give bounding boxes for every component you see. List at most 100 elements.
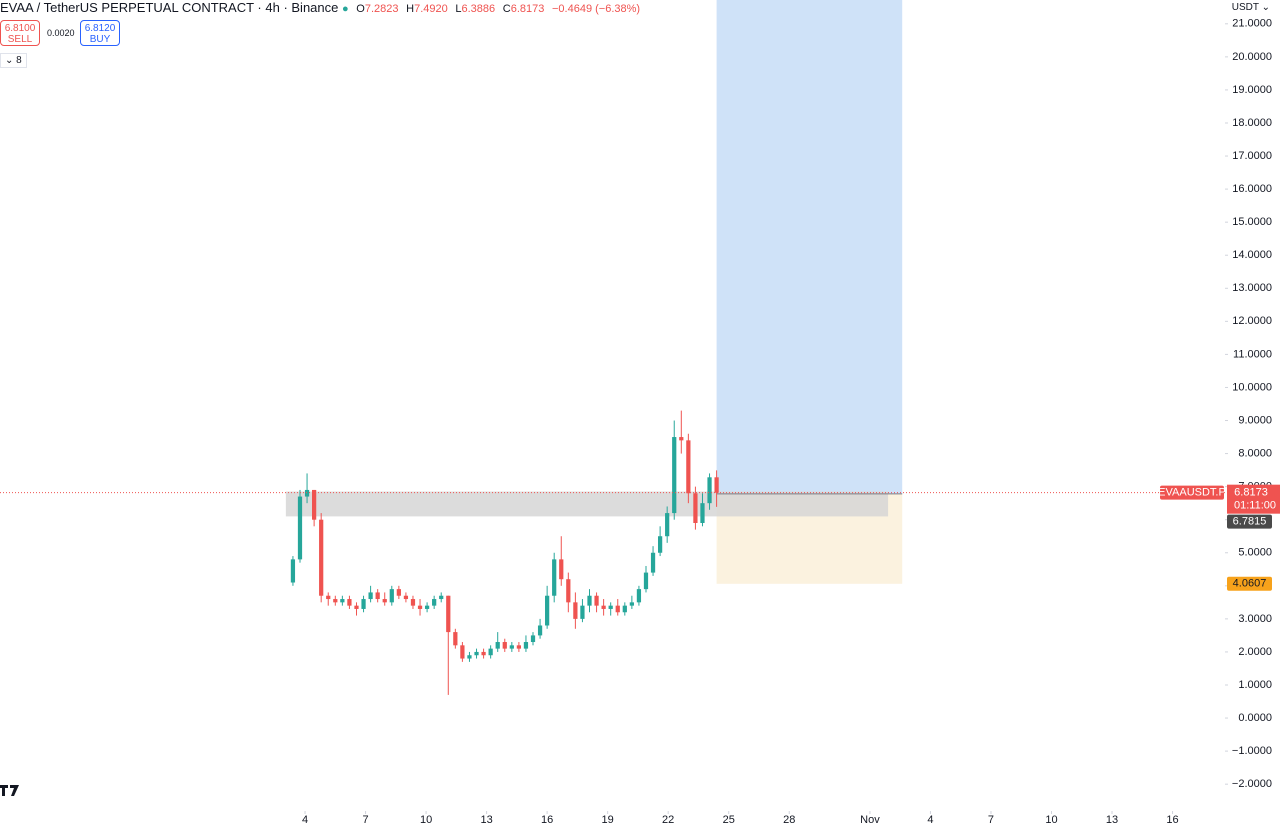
y-tick-label: 19.0000: [1232, 84, 1272, 96]
last-price-tag: 6.8173: [1234, 487, 1268, 499]
y-tick-label: 18.0000: [1232, 117, 1272, 129]
candle-body: [481, 651, 486, 656]
header: EVAA / TetherUS PERPETUAL CONTRACT · 4h …: [0, 0, 641, 15]
candle-body: [615, 605, 620, 613]
candle-body: [679, 437, 684, 441]
candle-body: [396, 589, 401, 596]
candle-body: [693, 493, 698, 524]
candle-body: [460, 645, 465, 659]
ohlc-label: O: [356, 3, 365, 15]
candle-body: [707, 477, 712, 504]
sell-button[interactable]: 6.8100 SELL: [0, 20, 40, 46]
candle-body: [523, 642, 529, 649]
candle-body: [552, 559, 557, 596]
y-tick-label: 8.0000: [1238, 447, 1272, 459]
candle-body: [601, 605, 606, 609]
sell-price: 6.8100: [4, 23, 36, 34]
indicator-toggle[interactable]: ⌄ 8: [0, 53, 27, 68]
candle-body: [665, 513, 670, 537]
candle-body: [545, 595, 550, 626]
x-tick-label: 19: [602, 814, 614, 826]
candle-body: [495, 642, 500, 649]
candle-body: [382, 599, 387, 603]
logo-mark: [0, 785, 19, 796]
candle-body: [580, 605, 585, 619]
x-tick-label: 16: [541, 814, 553, 826]
sell-label: SELL: [7, 34, 33, 45]
y-tick-label: −1.0000: [1232, 745, 1272, 757]
candle-body: [297, 496, 303, 560]
y-tick-label: 14.0000: [1232, 249, 1272, 261]
y-tick-label: 16.0000: [1232, 183, 1272, 195]
candle-body: [326, 595, 331, 600]
candle-body: [311, 489, 317, 520]
position-profit: [716, 0, 903, 494]
currency-select[interactable]: USDT ⌄: [1231, 2, 1270, 13]
y-tick-label: 3.0000: [1238, 613, 1272, 625]
x-tick-label: 22: [662, 814, 674, 826]
symbol-tag: EVAAUSDT.P: [1158, 487, 1226, 499]
candle-body: [319, 519, 324, 596]
y-tick-label: 20.0000: [1232, 51, 1272, 63]
x-tick-label: 28: [783, 814, 795, 826]
ohlc-label: L: [455, 3, 462, 15]
y-tick-label: 2.0000: [1238, 646, 1272, 658]
candle-body: [516, 645, 522, 649]
indicator-count: 8: [16, 55, 22, 66]
x-tick-label: 10: [420, 814, 432, 826]
spread: 0.0020: [47, 28, 75, 38]
candle-body: [622, 605, 627, 613]
candle-body: [636, 589, 642, 603]
candle-body: [629, 602, 634, 606]
candle-body: [368, 592, 373, 600]
symbol-title: EVAA / TetherUS PERPETUAL CONTRACT · 4h …: [0, 0, 339, 15]
candle-body: [290, 559, 296, 583]
y-tick-label: 5.0000: [1238, 547, 1272, 559]
ohlc-label: C: [502, 3, 511, 15]
ohlc-value: 6.8173: [510, 3, 545, 15]
ohlc-label: H: [406, 3, 415, 15]
y-tick-label: −2.0000: [1232, 778, 1272, 790]
candle-body: [340, 599, 345, 603]
candle-body: [375, 592, 380, 600]
candle-body: [410, 599, 416, 606]
y-tick-label: 11.0000: [1233, 348, 1272, 360]
countdown: 01:11:00: [1234, 500, 1276, 512]
x-tick-label: 7: [988, 814, 994, 826]
candle-body: [700, 503, 705, 524]
entry-tag-bg: [1227, 514, 1272, 529]
candle-body: [650, 552, 656, 573]
candle-body: [446, 595, 451, 633]
candle-body: [502, 642, 507, 649]
y-tick-label: 1.0000: [1238, 679, 1272, 691]
candle-body: [403, 595, 409, 600]
x-tick-label: 13: [1106, 814, 1118, 826]
stop-tag-bg: [1227, 576, 1272, 591]
y-tick-label: 10.0000: [1232, 381, 1272, 393]
candle-body: [488, 648, 493, 656]
candle-body: [643, 572, 649, 590]
candle-body: [361, 599, 366, 609]
candle-body: [424, 605, 430, 609]
candle-body: [333, 599, 338, 603]
buy-button[interactable]: 6.8120 BUY: [80, 20, 120, 46]
candle-body: [573, 602, 578, 619]
candle-body: [594, 595, 599, 606]
y-tick-label: 12.0000: [1232, 315, 1272, 327]
candle-body: [509, 645, 514, 649]
candle-body: [474, 651, 479, 656]
x-tick-label: 16: [1166, 814, 1178, 826]
symbol-tag-bg: [1160, 485, 1224, 500]
entry-tag: 6.7815: [1233, 516, 1267, 528]
candle-body: [432, 599, 437, 606]
candle-body: [657, 536, 663, 553]
y-tick-label: 15.0000: [1232, 216, 1272, 228]
candle-body: [587, 595, 592, 606]
x-tick-label: 7: [363, 814, 369, 826]
change: −0.4649 (−6.38%): [552, 3, 641, 15]
y-tick-label: 9.0000: [1238, 414, 1272, 426]
candle-body: [566, 579, 571, 603]
candle-body: [347, 599, 352, 606]
